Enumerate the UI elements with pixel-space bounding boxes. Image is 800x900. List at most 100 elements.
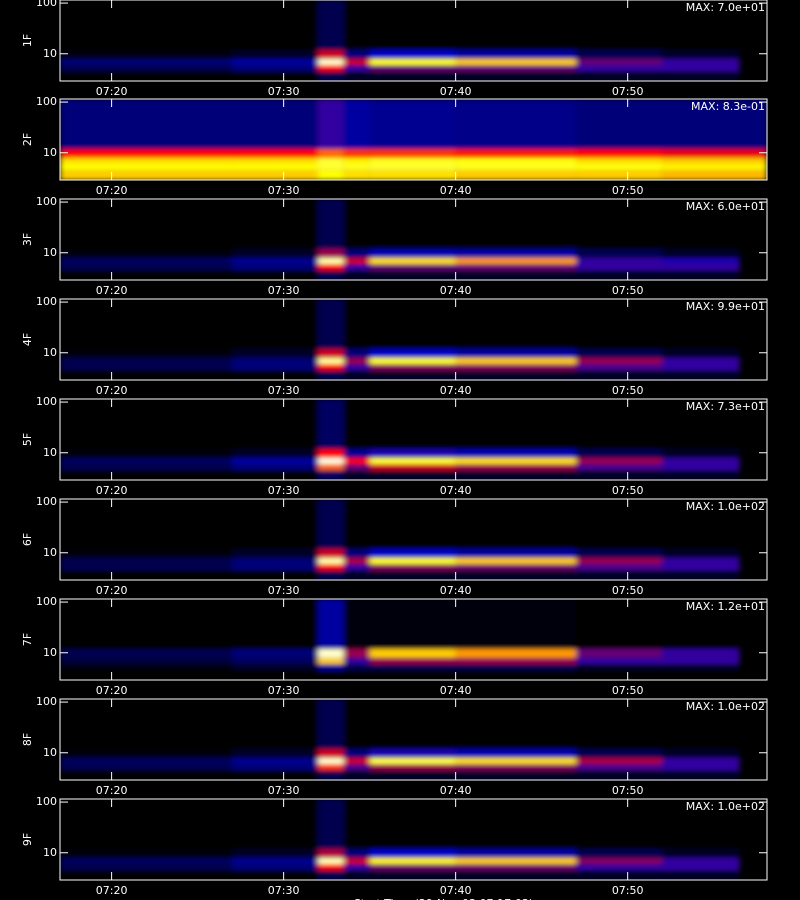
heatmap-cell — [60, 370, 233, 380]
heatmap-cell — [232, 848, 319, 858]
heatmap-cell — [232, 763, 319, 771]
x-tick-label: 07:20 — [96, 584, 128, 597]
y-tick-label: 100 — [36, 795, 57, 808]
heatmap-cell — [662, 363, 740, 371]
heatmap-cell — [232, 757, 319, 764]
heatmap-cell — [343, 170, 370, 180]
heatmap-cell — [318, 470, 344, 480]
heatmap-cell — [369, 448, 456, 458]
heatmap-cell — [60, 770, 233, 780]
heatmap-cell — [318, 71, 344, 81]
heatmap-cells — [60, 699, 740, 780]
heatmap-blur — [60, 499, 740, 580]
heatmap-cell — [343, 357, 370, 364]
heatmap-cell — [232, 499, 319, 549]
heatmap-cell — [576, 457, 663, 464]
heatmap-cell — [576, 557, 663, 564]
heatmap-cell — [455, 870, 577, 880]
heatmap-cell — [60, 58, 233, 65]
heatmap-cell — [318, 463, 344, 471]
heatmap-cell — [343, 99, 370, 149]
heatmap-cell — [60, 757, 233, 764]
heatmap-cell — [343, 270, 370, 280]
heatmap-cell — [455, 49, 577, 59]
heatmap-cell — [576, 348, 663, 358]
heatmap-cell — [60, 670, 233, 680]
heatmap-cell — [232, 470, 319, 480]
heatmap-cell — [318, 699, 344, 749]
heatmap-cell — [369, 99, 456, 149]
x-tick-label: 07:30 — [268, 584, 300, 597]
heatmap-cell — [455, 370, 577, 380]
heatmap-cell — [318, 49, 344, 59]
heatmap-cell — [60, 848, 233, 858]
heatmap-cell — [232, 448, 319, 458]
y-axis-label: 8F — [21, 733, 34, 746]
heatmap-cell — [662, 463, 740, 471]
heatmap-cell — [232, 599, 319, 649]
heatmap-cell — [662, 257, 740, 264]
plot-frame — [59, 98, 768, 181]
x-tick-label: 07:30 — [268, 85, 300, 98]
heatmap-cell — [576, 648, 663, 658]
heatmap-cell — [318, 163, 344, 171]
heatmap-cell — [318, 563, 344, 571]
heatmap-cell — [60, 49, 233, 59]
heatmap-cell — [60, 657, 233, 664]
heatmap-cell — [60, 548, 233, 558]
heatmap-cell — [455, 248, 577, 258]
x-tick-label: 07:40 — [440, 584, 472, 597]
x-tick-label: 07:20 — [96, 184, 128, 197]
heatmap-cell — [232, 270, 319, 280]
heatmap-cell — [369, 770, 456, 780]
heatmap-cell — [369, 299, 456, 349]
heatmap-cell — [369, 499, 456, 549]
heatmap-cell — [576, 399, 663, 449]
heatmap-cell — [343, 470, 370, 480]
y-axis-label: 5F — [21, 433, 34, 446]
heatmap-cell — [576, 663, 663, 671]
heatmap-cells — [60, 0, 740, 81]
max-annotation: MAX: 1.0e+02 — [686, 800, 765, 813]
heatmap-cell — [318, 870, 344, 880]
heatmap-cell — [60, 699, 233, 749]
heatmap-cell — [576, 99, 663, 149]
heatmap-cell — [232, 863, 319, 871]
heatmap-cell — [662, 763, 740, 771]
x-tick-label: 07:20 — [96, 384, 128, 397]
heatmap-cell — [576, 770, 663, 780]
heatmap-cell — [343, 670, 370, 680]
y-tick-label: 100 — [36, 0, 57, 9]
heatmap-cell — [232, 157, 319, 164]
x-tick-label: 07:40 — [440, 784, 472, 797]
heatmap-cell — [318, 199, 344, 249]
heatmap-cell — [576, 49, 663, 59]
heatmap-cell — [318, 148, 344, 158]
heatmap-cell — [576, 299, 663, 349]
heatmap-cell — [60, 248, 233, 258]
heatmap-cell — [662, 570, 740, 580]
heatmap-cell — [343, 870, 370, 880]
heatmap-cell — [318, 648, 344, 658]
x-tick-label: 07:50 — [612, 484, 644, 497]
heatmap-cell — [455, 0, 577, 50]
heatmap-cell — [60, 263, 233, 271]
heatmap-blur — [60, 299, 740, 380]
heatmap-cell — [343, 663, 370, 671]
heatmap-cell — [318, 657, 344, 664]
heatmap-cell — [455, 548, 577, 558]
heatmap-cell — [576, 857, 663, 864]
heatmap-cell — [60, 270, 233, 280]
panel: 07:20 07:30 07:40 07:50 10 100 7F MAX: 1.2e+01 — [21, 595, 768, 697]
heatmap-cell — [455, 348, 577, 358]
plot-frame — [59, 698, 768, 781]
heatmap-cell — [662, 563, 740, 571]
heatmap-blur — [60, 99, 767, 180]
heatmap-cell — [343, 699, 370, 749]
heatmap-cell — [60, 299, 233, 349]
heatmap-cell — [662, 470, 740, 480]
heatmap-cell — [318, 848, 344, 858]
x-tick-label: 07:20 — [96, 884, 128, 897]
x-tick-label: 07:20 — [96, 684, 128, 697]
heatmap-cell — [343, 257, 370, 264]
